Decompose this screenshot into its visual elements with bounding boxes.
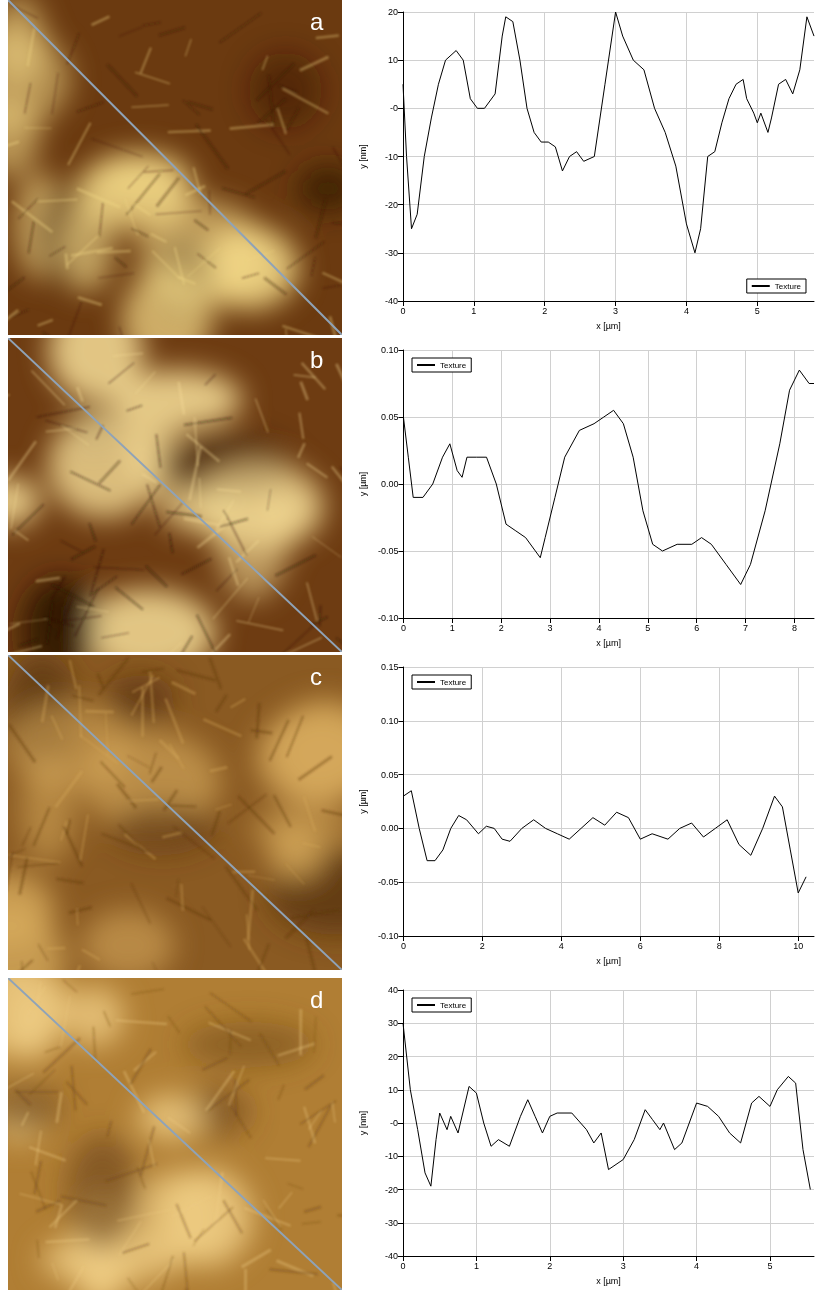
svg-text:5: 5 [645,623,650,633]
svg-text:0.15: 0.15 [381,662,399,672]
svg-text:20: 20 [388,7,398,17]
svg-text:1: 1 [471,306,476,316]
svg-text:-0: -0 [390,103,398,113]
svg-text:-30: -30 [385,248,398,258]
svg-text:10: 10 [388,55,398,65]
svg-text:-40: -40 [385,296,398,306]
svg-text:30: 30 [388,1018,398,1028]
svg-text:20: 20 [388,1052,398,1062]
svg-text:2: 2 [547,1261,552,1271]
svg-text:x [µm]: x [µm] [596,638,621,648]
svg-text:-20: -20 [385,1185,398,1195]
svg-text:Texture: Texture [775,282,802,291]
svg-text:c: c [310,663,322,690]
svg-text:-0.10: -0.10 [378,613,399,623]
svg-text:-30: -30 [385,1218,398,1228]
svg-text:3: 3 [621,1261,626,1271]
svg-text:1: 1 [474,1261,479,1271]
svg-text:y [µm]: y [µm] [358,472,368,497]
svg-text:x [µm]: x [µm] [596,321,621,331]
svg-text:3: 3 [548,623,553,633]
svg-text:0: 0 [401,941,406,951]
svg-text:-20: -20 [385,200,398,210]
svg-text:4: 4 [694,1261,699,1271]
svg-text:2: 2 [499,623,504,633]
svg-text:-0.05: -0.05 [378,546,399,556]
svg-text:3: 3 [613,306,618,316]
svg-text:b: b [310,346,323,373]
svg-text:y [µm]: y [µm] [358,789,368,814]
svg-text:0: 0 [400,306,405,316]
svg-text:7: 7 [743,623,748,633]
svg-text:5: 5 [755,306,760,316]
svg-text:-0.05: -0.05 [378,877,399,887]
svg-text:2: 2 [480,941,485,951]
svg-text:40: 40 [388,985,398,995]
svg-text:5: 5 [767,1261,772,1271]
svg-text:0.05: 0.05 [381,412,399,422]
svg-text:10: 10 [793,941,803,951]
svg-text:y [nm]: y [nm] [358,144,368,169]
svg-text:x [µm]: x [µm] [596,956,621,966]
svg-text:6: 6 [694,623,699,633]
svg-text:8: 8 [717,941,722,951]
svg-text:2: 2 [542,306,547,316]
svg-text:4: 4 [596,623,601,633]
svg-text:8: 8 [792,623,797,633]
svg-text:0.00: 0.00 [381,823,399,833]
svg-text:-0: -0 [390,1118,398,1128]
svg-text:0.10: 0.10 [381,716,399,726]
svg-text:-10: -10 [385,152,398,162]
svg-text:0: 0 [400,1261,405,1271]
svg-text:4: 4 [559,941,564,951]
svg-text:6: 6 [638,941,643,951]
svg-text:x [µm]: x [µm] [596,1276,621,1286]
svg-text:0.00: 0.00 [381,479,399,489]
svg-text:a: a [310,8,324,35]
svg-text:Texture: Texture [440,678,467,687]
svg-text:0: 0 [401,623,406,633]
svg-text:1: 1 [450,623,455,633]
svg-text:10: 10 [388,1085,398,1095]
svg-text:-10: -10 [385,1151,398,1161]
svg-text:Texture: Texture [440,1001,467,1010]
svg-text:-0.10: -0.10 [378,931,399,941]
svg-text:Texture: Texture [440,361,467,370]
svg-text:0.10: 0.10 [381,345,399,355]
svg-text:4: 4 [684,306,689,316]
svg-text:y [nm]: y [nm] [358,1111,368,1136]
svg-text:-40: -40 [385,1251,398,1261]
svg-text:d: d [310,986,323,1013]
svg-text:0.05: 0.05 [381,770,399,780]
